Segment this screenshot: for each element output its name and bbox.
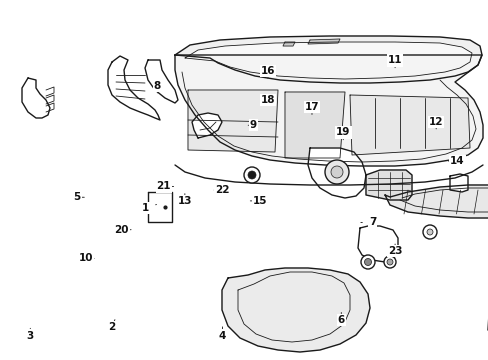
Text: 1: 1 xyxy=(142,203,156,213)
Polygon shape xyxy=(349,95,469,155)
Text: 3: 3 xyxy=(27,328,34,341)
Text: 19: 19 xyxy=(335,127,350,140)
Polygon shape xyxy=(487,290,488,342)
Text: 6: 6 xyxy=(337,312,344,325)
Polygon shape xyxy=(175,36,481,83)
Polygon shape xyxy=(222,268,369,352)
Text: 12: 12 xyxy=(428,117,443,129)
Polygon shape xyxy=(187,90,278,152)
Circle shape xyxy=(247,171,256,179)
Polygon shape xyxy=(307,39,339,44)
Text: 2: 2 xyxy=(108,320,115,332)
Text: 20: 20 xyxy=(114,225,131,235)
Circle shape xyxy=(422,225,436,239)
Text: 4: 4 xyxy=(218,327,226,341)
Text: 5: 5 xyxy=(74,192,84,202)
Circle shape xyxy=(364,258,371,265)
Polygon shape xyxy=(108,56,160,120)
Polygon shape xyxy=(384,185,488,218)
Text: 18: 18 xyxy=(260,95,275,105)
Polygon shape xyxy=(145,60,178,103)
Circle shape xyxy=(426,229,432,235)
Circle shape xyxy=(360,255,374,269)
Text: 8: 8 xyxy=(154,81,161,93)
Text: 16: 16 xyxy=(260,66,275,78)
Polygon shape xyxy=(307,148,365,198)
Text: 15: 15 xyxy=(250,196,267,206)
Text: 23: 23 xyxy=(387,244,402,256)
Text: 14: 14 xyxy=(448,156,464,166)
Polygon shape xyxy=(22,78,50,118)
Text: 17: 17 xyxy=(304,102,319,114)
Polygon shape xyxy=(283,42,294,46)
Polygon shape xyxy=(357,226,397,262)
Polygon shape xyxy=(184,42,471,79)
Text: 7: 7 xyxy=(360,217,376,228)
Polygon shape xyxy=(365,170,411,200)
Polygon shape xyxy=(449,174,467,192)
Text: 13: 13 xyxy=(177,194,192,206)
Text: 21: 21 xyxy=(156,181,173,192)
Polygon shape xyxy=(285,92,345,158)
Circle shape xyxy=(386,259,392,265)
Text: 22: 22 xyxy=(214,185,229,195)
Circle shape xyxy=(244,167,260,183)
Text: 9: 9 xyxy=(248,120,256,130)
Polygon shape xyxy=(175,55,482,166)
Text: 10: 10 xyxy=(78,253,94,264)
Text: 11: 11 xyxy=(387,55,402,68)
Polygon shape xyxy=(192,113,222,138)
Circle shape xyxy=(325,160,348,184)
Polygon shape xyxy=(148,192,172,222)
Circle shape xyxy=(330,166,342,178)
Circle shape xyxy=(383,256,395,268)
